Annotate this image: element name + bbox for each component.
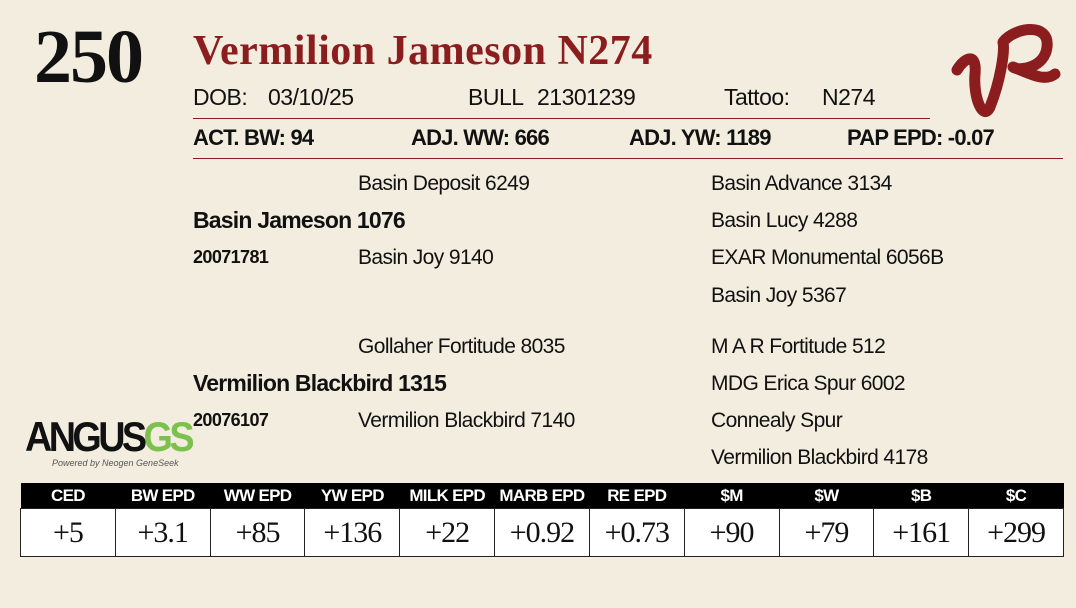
epd-header: BW EPD <box>115 483 211 509</box>
value-row: +5 +3.1 +85 +136 +22 +0.92 +0.73 +90 +79 +161 +299 <box>20 508 1064 557</box>
epd-value: +5 <box>20 508 116 557</box>
grandparent: Basin Joy 5367 <box>711 284 847 307</box>
divider <box>193 158 1063 159</box>
tattoo-label: Tattoo: <box>724 84 790 110</box>
grandparent: Connealy Spur <box>711 409 843 432</box>
angus-logo: ANGUSGS <box>25 413 195 461</box>
stat: ACT. BW: 94 <box>193 125 314 150</box>
tattoo: N274 <box>822 84 875 110</box>
dam-dam: Vermilion Blackbird 7140 <box>358 409 575 432</box>
epd-header: $C <box>968 483 1064 509</box>
epd-header: $W <box>779 483 874 509</box>
dam: Vermilion Blackbird 1315 <box>193 370 447 396</box>
epd-header: $M <box>684 483 779 509</box>
registration: 21301239 <box>537 84 636 110</box>
epd-header: $B <box>873 483 969 509</box>
epd-header: CED <box>20 483 116 509</box>
epd-value: +79 <box>778 508 875 557</box>
epd-header: MARB EPD <box>494 483 590 509</box>
sire-dam: Basin Joy 9140 <box>358 246 494 269</box>
dob-label: DOB: <box>193 84 248 110</box>
epd-value: +22 <box>399 508 496 557</box>
sire-registration: 20071781 <box>193 247 269 267</box>
dam-sire: Gollaher Fortitude 8035 <box>358 335 565 358</box>
epd-header: MILK EPD <box>399 483 495 509</box>
epd-value: +0.92 <box>494 508 590 557</box>
stat: ADJ. WW: 666 <box>411 125 550 150</box>
grandparent: Basin Advance 3134 <box>711 172 892 195</box>
epd-table: CED BW EPD WW EPD YW EPD MILK EPD MARB EPD RE … <box>20 483 1064 557</box>
epd-header: YW EPD <box>304 483 400 509</box>
epd-value: +3.1 <box>114 508 211 557</box>
divider <box>193 118 930 119</box>
brand-logo <box>951 24 1061 118</box>
dob: 03/10/25 <box>268 84 354 110</box>
header-row: CED BW EPD WW EPD YW EPD MILK EPD MARB EPD RE … <box>20 483 1064 509</box>
epd-header: RE EPD <box>589 483 685 509</box>
epd-value: +299 <box>968 508 1064 557</box>
lot-number: 250 <box>34 15 144 99</box>
epd-value: +90 <box>683 508 780 557</box>
logo-suffix: GS <box>143 413 195 460</box>
grandparent: Basin Lucy 4288 <box>711 209 858 232</box>
sire-sire: Basin Deposit 6249 <box>358 172 530 195</box>
dam-registration: 20076107 <box>193 410 269 430</box>
logo-tagline: Powered by Neogen GeneSeek <box>52 458 179 468</box>
epd-value: +85 <box>209 508 306 557</box>
epd-value: +0.73 <box>588 508 685 557</box>
animal-name: Vermilion Jameson N274 <box>193 28 653 74</box>
stat: ADJ. YW: 1189 <box>629 125 771 150</box>
grandparent: MDG Erica Spur 6002 <box>711 372 906 395</box>
grandparent: M A R Fortitude 512 <box>711 335 886 358</box>
epd-value: +161 <box>873 508 970 557</box>
logo-main: ANGUS <box>25 413 147 460</box>
epd-value: +136 <box>304 508 401 557</box>
sex: BULL <box>468 84 524 110</box>
sire: Basin Jameson 1076 <box>193 207 406 233</box>
stat: PAP EPD: -0.07 <box>847 125 995 150</box>
grandparent: Vermilion Blackbird 4178 <box>711 446 928 469</box>
epd-header: WW EPD <box>210 483 305 509</box>
grandparent: EXAR Monumental 6056B <box>711 246 944 269</box>
